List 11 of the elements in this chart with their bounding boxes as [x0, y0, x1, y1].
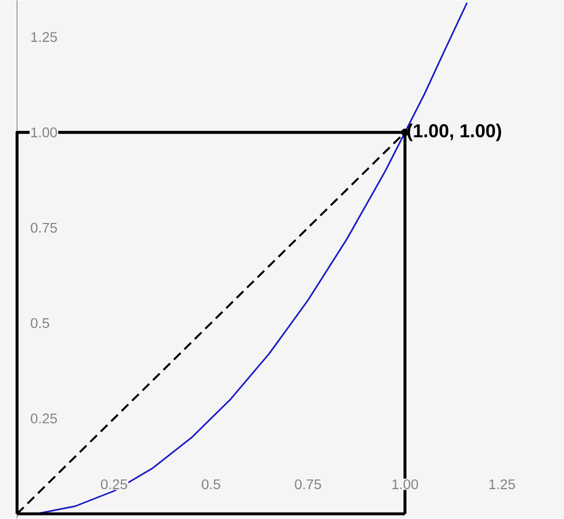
annotation: (1.00, 1.00) — [407, 124, 502, 142]
y-tick-label: 0.25 — [30, 414, 57, 424]
x-tick-label: 0.5 — [202, 479, 220, 490]
x-tick-label: 0.75 — [294, 479, 322, 490]
x-tick-label: 0.25 — [100, 479, 128, 490]
y-tick-label: 0.5 — [30, 318, 50, 328]
y-tick-label: 1.25 — [31, 32, 57, 42]
x-tick-label: 1.00 — [392, 479, 418, 490]
y-tick-label: 1.00 — [31, 128, 57, 138]
x-tick-label: 1.25 — [489, 479, 515, 490]
y-tick-label: 0.75 — [30, 222, 57, 233]
